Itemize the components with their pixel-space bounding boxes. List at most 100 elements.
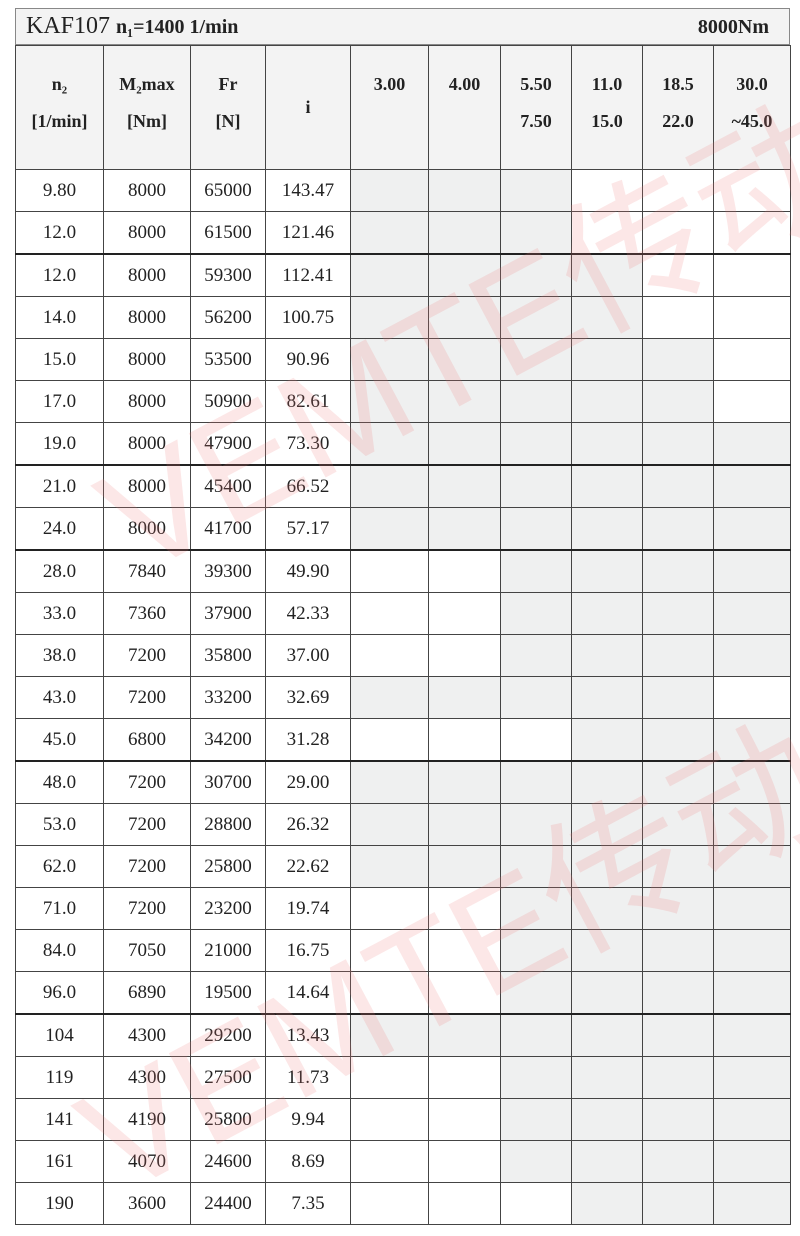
cell-n2: 24.0 bbox=[15, 507, 104, 551]
motor-power-cell-available bbox=[642, 1182, 714, 1225]
header-row: n₂ [1/min] M₂max [Nm] Fr [N] i 3.00 4.00 5.50 7.50… bbox=[15, 45, 791, 170]
table-row: 28.0 7840 39300 49.90 bbox=[15, 549, 791, 593]
motor-power-cell-available bbox=[642, 1140, 714, 1183]
cell-i: 16.75 bbox=[265, 929, 351, 972]
header-line-1: i bbox=[305, 97, 311, 117]
column-header: i bbox=[265, 45, 351, 170]
cell-fr: 27500 bbox=[190, 1056, 266, 1099]
motor-power-cell-available bbox=[713, 760, 791, 804]
cell-i: 13.43 bbox=[265, 1013, 351, 1057]
cell-fr: 65000 bbox=[190, 169, 266, 212]
cell-n2: 19.0 bbox=[15, 422, 104, 466]
cell-fr: 28800 bbox=[190, 803, 266, 846]
motor-power-cell-available bbox=[500, 760, 572, 804]
motor-power-cell-empty bbox=[428, 549, 501, 593]
cell-fr: 35800 bbox=[190, 634, 266, 677]
header-line-1: 4.00 bbox=[448, 74, 481, 94]
header-line-1: 3.00 bbox=[373, 74, 406, 94]
cell-fr: 21000 bbox=[190, 929, 266, 972]
motor-power-cell-empty bbox=[428, 1182, 501, 1225]
motor-power-cell-available bbox=[428, 380, 501, 423]
motor-power-cell-available bbox=[428, 211, 501, 255]
motor-power-cell-available bbox=[713, 1098, 791, 1141]
cell-fr: 56200 bbox=[190, 296, 266, 339]
motor-power-cell-available bbox=[350, 296, 429, 339]
cell-m2: 4300 bbox=[103, 1056, 191, 1099]
cell-fr: 24600 bbox=[190, 1140, 266, 1183]
motor-power-cell-available bbox=[642, 338, 714, 381]
motor-power-cell-available bbox=[571, 1013, 643, 1057]
motor-power-cell-available bbox=[642, 718, 714, 762]
cell-n2: 28.0 bbox=[15, 549, 104, 593]
cell-n2: 71.0 bbox=[15, 887, 104, 930]
motor-power-cell-available bbox=[428, 760, 501, 804]
table-row: 141 4190 25800 9.94 bbox=[15, 1098, 791, 1141]
cell-n2: 96.0 bbox=[15, 971, 104, 1015]
cell-n2: 62.0 bbox=[15, 845, 104, 888]
header-line-1: 5.50 bbox=[520, 74, 552, 94]
motor-power-cell-available bbox=[642, 971, 714, 1015]
motor-power-cell-empty bbox=[713, 253, 791, 297]
table-row: 21.0 8000 45400 66.52 bbox=[15, 464, 791, 508]
motor-power-cell-available bbox=[713, 971, 791, 1015]
column-header: M₂max [Nm] bbox=[103, 45, 191, 170]
motor-power-cell-available bbox=[571, 1098, 643, 1141]
cell-m2: 7840 bbox=[103, 549, 191, 593]
motor-power-cell-available bbox=[500, 211, 572, 255]
motor-power-cell-empty bbox=[350, 718, 429, 762]
cell-i: 37.00 bbox=[265, 634, 351, 677]
cell-n2: 33.0 bbox=[15, 592, 104, 635]
motor-power-cell-available bbox=[642, 592, 714, 635]
header-line-1: 30.0 bbox=[736, 74, 768, 94]
table-row: 84.0 7050 21000 16.75 bbox=[15, 929, 791, 972]
motor-power-cell-empty bbox=[713, 296, 791, 339]
motor-power-cell-empty bbox=[571, 211, 643, 255]
cell-n2: 21.0 bbox=[15, 464, 104, 508]
motor-power-cell-empty bbox=[428, 1140, 501, 1183]
motor-power-cell-available bbox=[350, 380, 429, 423]
cell-n2: 104 bbox=[15, 1013, 104, 1057]
column-header: 3.00 bbox=[350, 45, 429, 170]
cell-fr: 24400 bbox=[190, 1182, 266, 1225]
cell-i: 57.17 bbox=[265, 507, 351, 551]
header-line-2: ~45.0 bbox=[731, 111, 773, 131]
motor-power-cell-available bbox=[500, 1098, 572, 1141]
motor-power-cell-available bbox=[500, 169, 572, 212]
motor-power-cell-available bbox=[500, 845, 572, 888]
motor-power-cell-available bbox=[571, 549, 643, 593]
table-row: 15.0 8000 53500 90.96 bbox=[15, 338, 791, 381]
cell-m2: 8000 bbox=[103, 169, 191, 212]
table-row: 43.0 7200 33200 32.69 bbox=[15, 676, 791, 719]
motor-power-cell-empty bbox=[571, 169, 643, 212]
header-line-1: n₂ bbox=[51, 74, 68, 94]
motor-power-cell-empty bbox=[350, 592, 429, 635]
motor-power-cell-available bbox=[428, 296, 501, 339]
motor-power-cell-available bbox=[571, 887, 643, 930]
motor-power-cell-available bbox=[713, 887, 791, 930]
header-line-1: 18.5 bbox=[662, 74, 694, 94]
motor-power-cell-available bbox=[428, 464, 501, 508]
cell-i: 82.61 bbox=[265, 380, 351, 423]
motor-power-cell-available bbox=[500, 296, 572, 339]
cell-m2: 7200 bbox=[103, 676, 191, 719]
table-row: 9.80 8000 65000 143.47 bbox=[15, 169, 791, 212]
cell-i: 8.69 bbox=[265, 1140, 351, 1183]
motor-power-cell-available bbox=[571, 592, 643, 635]
motor-power-cell-empty bbox=[642, 253, 714, 297]
motor-power-cell-available bbox=[428, 507, 501, 551]
cell-fr: 19500 bbox=[190, 971, 266, 1015]
header-line-2: [Nm] bbox=[127, 111, 167, 131]
motor-power-cell-available bbox=[500, 634, 572, 677]
cell-m2: 7200 bbox=[103, 760, 191, 804]
cell-m2: 8000 bbox=[103, 507, 191, 551]
motor-power-cell-available bbox=[713, 803, 791, 846]
cell-i: 66.52 bbox=[265, 464, 351, 508]
cell-fr: 53500 bbox=[190, 338, 266, 381]
cell-i: 100.75 bbox=[265, 296, 351, 339]
motor-power-cell-available bbox=[500, 1056, 572, 1099]
motor-power-cell-available bbox=[500, 422, 572, 466]
motor-power-cell-empty bbox=[428, 1056, 501, 1099]
header-line-2: [N] bbox=[215, 111, 241, 131]
motor-power-cell-available bbox=[350, 507, 429, 551]
header-line-1: M₂max bbox=[119, 74, 175, 94]
